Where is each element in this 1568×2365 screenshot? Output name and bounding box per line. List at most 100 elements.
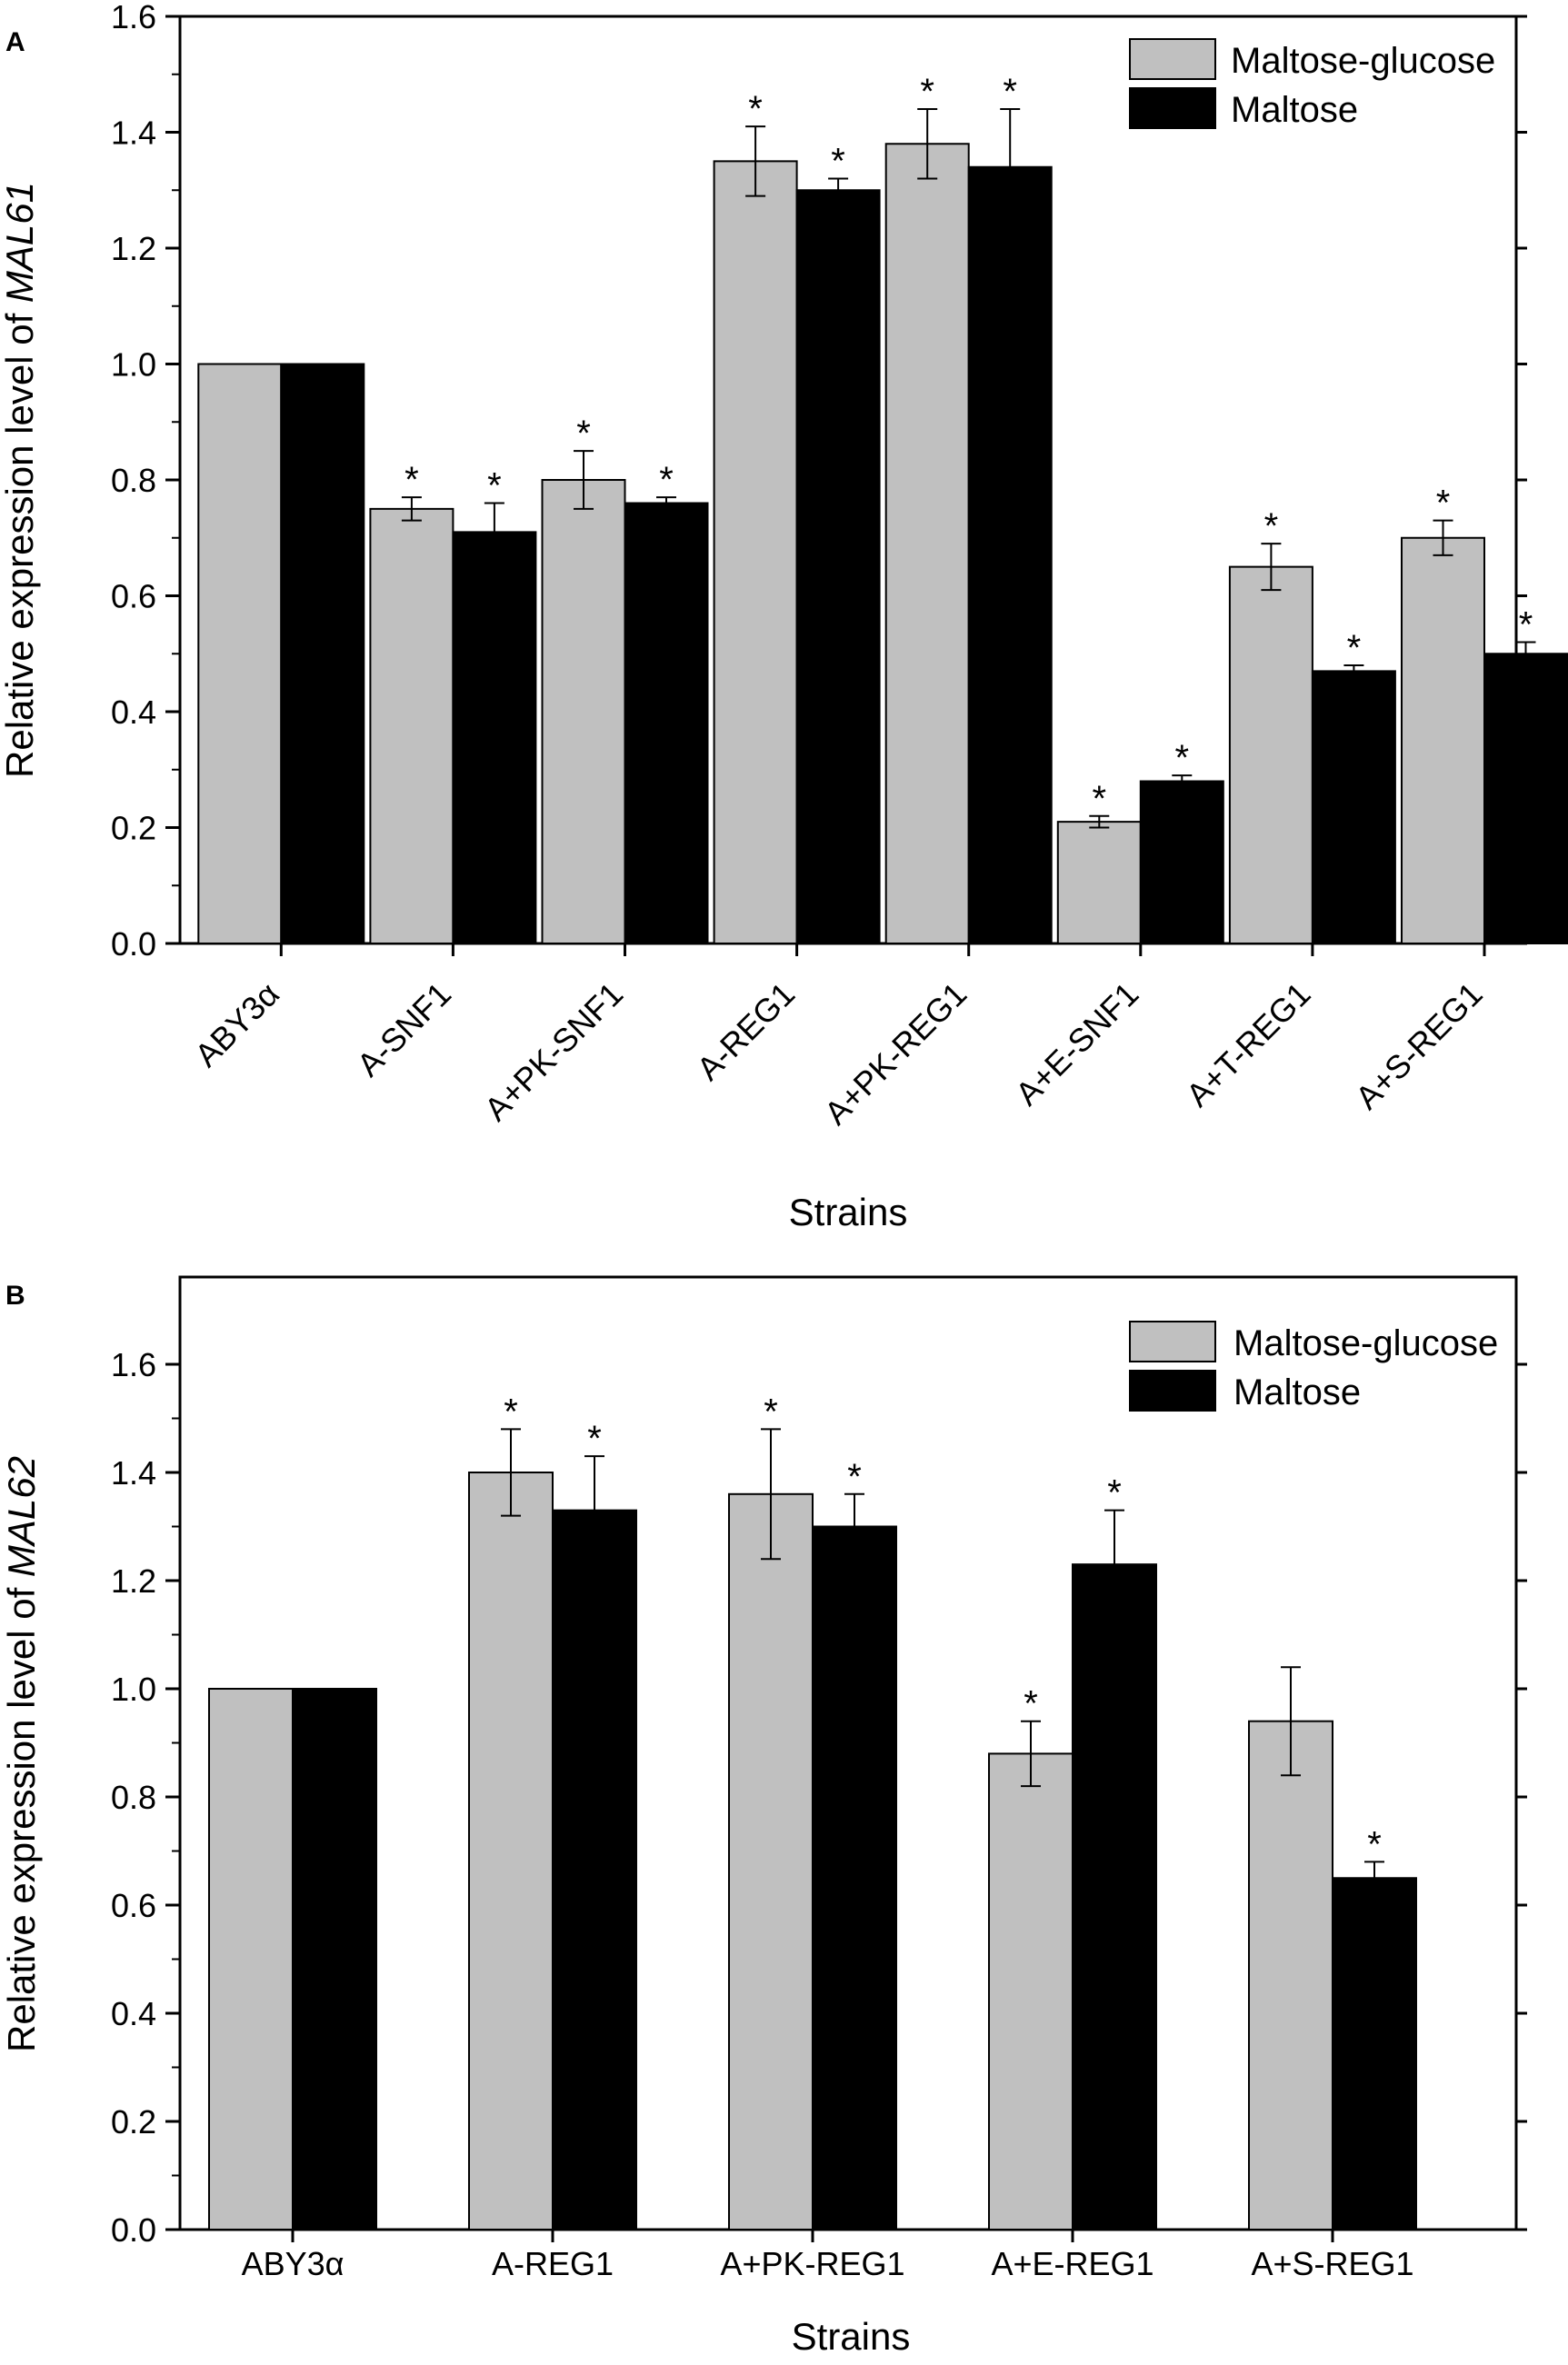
bar-maltose-glucose — [1401, 536, 1485, 944]
bar-maltose — [812, 1525, 897, 2230]
y-tick-label: 1.6 — [111, 1346, 156, 1383]
bar-maltose — [1332, 1877, 1417, 2230]
significance-star: * — [1024, 1684, 1038, 1724]
panel-a: A 0.00.20.40.60.81.01.21.41.6 * ****** ***… — [0, 0, 1568, 1233]
x-tick-label: A-REG1 — [689, 975, 802, 1088]
y-tick-label: 0.4 — [111, 1995, 156, 2032]
panel-b-y-axis: 0.0 0.2 0.4 0.6 0.8 1.0 1.2 1.4 1.6 — [111, 1346, 1527, 2249]
significance-star: * — [1175, 738, 1190, 778]
panel-b: B 0.0 0.2 0.4 0.6 0.8 1.0 1.2 1.4 1.6 * * * * * * * AB… — [0, 1275, 1527, 2358]
significance-star: * — [1107, 1473, 1122, 1513]
bar-maltose — [967, 165, 1053, 944]
y-tick-label: 1.6 — [111, 0, 156, 35]
panel-b-x-axis: ABY3α A-REG1 A+PK-REG1 A+E-REG1 A+S-REG1 — [242, 2230, 1414, 2282]
y-tick-label: 0.0 — [111, 2211, 156, 2249]
panel-b-legend-label-maltose: Maltose — [1233, 1372, 1361, 1412]
bar-maltose — [292, 1688, 377, 2230]
significance-star: * — [487, 466, 502, 506]
y-tick-label: 0.2 — [111, 810, 156, 847]
bar-maltose-glucose — [1056, 821, 1142, 944]
significance-star: * — [659, 460, 674, 500]
panel-a-y-axis: 0.0 0.2 0.4 0.6 0.8 1.0 1.2 1.4 1.6 — [111, 0, 1527, 963]
bar-maltose-glucose — [884, 143, 970, 944]
bar-maltose — [1311, 670, 1396, 944]
panel-a-y-axis-title-prefix: Relative expression level of — [0, 303, 41, 778]
bar-maltose — [280, 363, 365, 944]
bar-maltose-glucose — [468, 1472, 554, 2230]
bar-maltose — [624, 502, 709, 944]
bar-maltose-glucose — [713, 160, 798, 944]
panel-a-y-axis-title: Relative expression level of MAL61 — [0, 182, 41, 778]
x-tick-label: A+E-REG1 — [991, 2245, 1154, 2282]
significance-star: * — [587, 1419, 602, 1459]
panel-b-bars: * * * * * * * — [208, 1392, 1417, 2231]
significance-star: * — [404, 460, 419, 500]
panel-b-y-axis-title-prefix: Relative expression level of — [0, 1577, 43, 2052]
x-tick-label: A+S-REG1 — [1251, 2245, 1413, 2282]
significance-star: * — [1003, 72, 1017, 112]
bar-maltose — [1483, 653, 1568, 944]
bar-maltose — [1072, 1563, 1157, 2230]
x-tick-label: A-REG1 — [492, 2245, 614, 2282]
panel-b-legend-label-maltose-glucose: Maltose-glucose — [1233, 1323, 1498, 1363]
significance-star: * — [504, 1392, 518, 1432]
significance-star: * — [1347, 628, 1362, 668]
y-tick-label: 0.4 — [111, 694, 156, 731]
x-tick-label: ABY3α — [187, 975, 286, 1074]
y-tick-label: 1.4 — [111, 1454, 156, 1492]
panel-a-legend-label-maltose-glucose: Maltose-glucose — [1231, 41, 1495, 81]
significance-star: * — [1436, 484, 1451, 524]
bar-maltose-glucose — [208, 1688, 294, 2230]
y-tick-label: 0.2 — [111, 2103, 156, 2140]
bar-maltose-glucose — [541, 479, 626, 944]
panel-b-y-axis-title: Relative expression level of MAL62 — [0, 1456, 43, 2052]
bar-maltose — [452, 531, 537, 944]
x-tick-label: A+PK-SNF1 — [477, 975, 630, 1128]
significance-star: * — [1367, 1824, 1382, 1864]
bar-maltose — [795, 189, 881, 944]
x-tick-label: A+PK-REG1 — [720, 2245, 904, 2282]
significance-star: * — [920, 72, 934, 112]
bar-maltose-glucose — [988, 1752, 1074, 2230]
y-tick-label: 1.4 — [111, 115, 156, 152]
y-tick-label: 0.6 — [111, 578, 156, 615]
bar-maltose-glucose — [1228, 565, 1313, 944]
panel-a-legend: Maltose-glucose Maltose — [1129, 38, 1495, 130]
bar-maltose-glucose — [1248, 1720, 1333, 2230]
panel-b-letter: B — [5, 1281, 25, 1311]
y-tick-label: 0.6 — [111, 1887, 156, 1924]
y-tick-label: 0.8 — [111, 462, 156, 499]
y-tick-label: 1.2 — [111, 1562, 156, 1600]
panel-a-y-axis-title-gene: MAL61 — [0, 182, 41, 303]
bar-maltose-glucose — [369, 507, 454, 944]
panel-a-legend-label-maltose: Maltose — [1231, 90, 1358, 130]
panel-b-y-axis-title-gene: MAL62 — [0, 1456, 43, 1577]
panel-b-legend-swatch-maltose — [1129, 1370, 1216, 1412]
significance-star: * — [847, 1457, 862, 1497]
bar-maltose — [1139, 780, 1224, 944]
x-tick-label: A+S-REG1 — [1348, 975, 1490, 1117]
y-tick-label: 1.2 — [111, 230, 156, 267]
y-tick-label: 0.8 — [111, 1779, 156, 1816]
significance-star: * — [1093, 779, 1107, 819]
x-tick-label: A+E-SNF1 — [1008, 975, 1145, 1113]
significance-star: * — [1519, 605, 1533, 645]
panel-a-x-axis: ABY3α A-SNF1 A+PK-SNF1 A-REG1 A+PK-REG1 A+E-S… — [187, 943, 1490, 1132]
x-tick-label: A-SNF1 — [350, 975, 459, 1084]
y-tick-label: 1.0 — [111, 346, 156, 384]
bar-maltose — [552, 1509, 637, 2230]
panel-b-legend: Maltose-glucose Maltose — [1129, 1321, 1498, 1412]
significance-star: * — [748, 89, 763, 129]
panel-a-bars: * * * * * * * * * * * * * * — [197, 72, 1568, 944]
panel-a-letter: A — [5, 27, 25, 57]
significance-star: * — [764, 1392, 778, 1432]
significance-star: * — [1264, 506, 1279, 546]
panel-a-legend-swatch-maltose-glucose — [1129, 38, 1216, 80]
significance-star: * — [831, 142, 845, 182]
panel-b-legend-swatch-maltose-glucose — [1129, 1321, 1216, 1362]
significance-star: * — [576, 414, 591, 454]
panel-a-legend-swatch-maltose — [1129, 87, 1216, 129]
bar-maltose-glucose — [197, 363, 283, 944]
y-tick-label: 1.0 — [111, 1671, 156, 1708]
